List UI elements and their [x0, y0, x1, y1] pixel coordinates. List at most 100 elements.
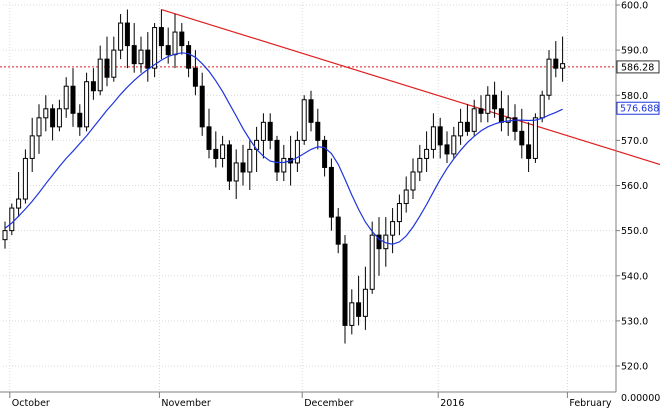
candle [512, 104, 518, 141]
candle [179, 23, 185, 55]
candle [478, 95, 484, 123]
candle-body-up [138, 49, 144, 65]
candle-body-down [186, 45, 192, 69]
candle [322, 135, 328, 177]
y-tick-label: 550.0 [621, 226, 648, 237]
candle [186, 41, 192, 78]
candle [43, 95, 49, 132]
candle [22, 149, 28, 204]
candle [84, 72, 90, 132]
candle [553, 41, 559, 78]
candle-body-down [512, 117, 518, 132]
candle-body-up [111, 49, 117, 78]
candle [29, 117, 35, 172]
candle-body-down [498, 108, 504, 123]
candle [410, 158, 416, 200]
candle-body-up [458, 121, 464, 137]
last-price-box [616, 60, 660, 74]
candle-body-up [424, 148, 430, 159]
candle [485, 86, 491, 123]
candle [77, 104, 83, 136]
x-tick-label: November [161, 398, 211, 409]
candle [546, 50, 552, 100]
candle [97, 45, 103, 96]
candle [158, 9, 164, 60]
candle [301, 95, 307, 145]
candle [308, 90, 314, 132]
candle-body-down [131, 45, 137, 65]
candle [505, 95, 511, 136]
y-tick-label: 590.0 [621, 46, 648, 57]
candle-body-down [464, 121, 470, 132]
ma-value-label: 576.688 [620, 104, 659, 115]
x-tick-label: February [569, 398, 611, 409]
candle-body-up [539, 94, 545, 119]
candle-body-down [240, 162, 246, 173]
candle [90, 68, 96, 100]
candle [2, 221, 8, 249]
candle [36, 104, 42, 154]
candle-body-down [478, 108, 484, 114]
candle [9, 203, 15, 236]
candle [424, 131, 430, 172]
candle [199, 72, 205, 136]
candle [104, 36, 110, 87]
candle [213, 131, 219, 168]
x-tick-label: 2016 [440, 398, 464, 409]
candle-body-down [526, 144, 532, 159]
candle [220, 135, 226, 168]
candle [417, 144, 423, 181]
candle-body-down [328, 166, 334, 218]
candle-body-up [22, 157, 28, 200]
candle-body-up [220, 144, 226, 159]
candle [335, 208, 341, 254]
x-tick-label: December [304, 398, 353, 409]
candle-body-up [369, 234, 375, 290]
candle-body-up [16, 198, 22, 209]
candle-body-up [118, 22, 124, 51]
candle-body-up [396, 203, 402, 223]
moving-average-line [4, 52, 563, 245]
candle-body-down [267, 121, 273, 141]
candle [152, 23, 158, 78]
candle [16, 171, 22, 218]
candle-body-down [199, 85, 205, 128]
candle [444, 131, 450, 163]
y-tick-label: 520.0 [621, 362, 648, 373]
candle [328, 158, 334, 231]
candle [165, 27, 171, 64]
candle [403, 176, 409, 213]
trendline-layer [0, 8, 660, 166]
candle-body-up [451, 135, 457, 155]
y-tick-label: 530.0 [621, 316, 648, 327]
y-axis-bottom-label: 0.00000 [621, 393, 660, 404]
candle-body-down [492, 94, 498, 110]
candle-body-down [274, 139, 280, 173]
candle [471, 99, 477, 136]
y-tick-label: 570.0 [621, 136, 648, 147]
candle-body-down [519, 130, 525, 146]
candle [526, 122, 532, 172]
candle [458, 108, 464, 145]
candle [560, 36, 566, 82]
candle-body-up [56, 108, 62, 128]
candle [362, 266, 368, 330]
candle-body-up [301, 99, 307, 141]
candle [240, 144, 246, 186]
candle-body-down [77, 112, 83, 128]
candle [233, 149, 239, 200]
price-labels-layer: 586.28 576.688 [616, 60, 660, 115]
candle-body-up [349, 302, 355, 326]
candle [124, 9, 130, 69]
candle-body-down [145, 49, 151, 69]
candle [206, 108, 212, 159]
x-tick-label: October [12, 398, 50, 409]
candle-body-up [2, 230, 8, 241]
grid-layer [3, 2, 616, 392]
candle-body-up [152, 27, 158, 69]
candle-body-up [172, 31, 178, 56]
candle-body-up [410, 171, 416, 191]
candle-body-down [206, 126, 212, 150]
